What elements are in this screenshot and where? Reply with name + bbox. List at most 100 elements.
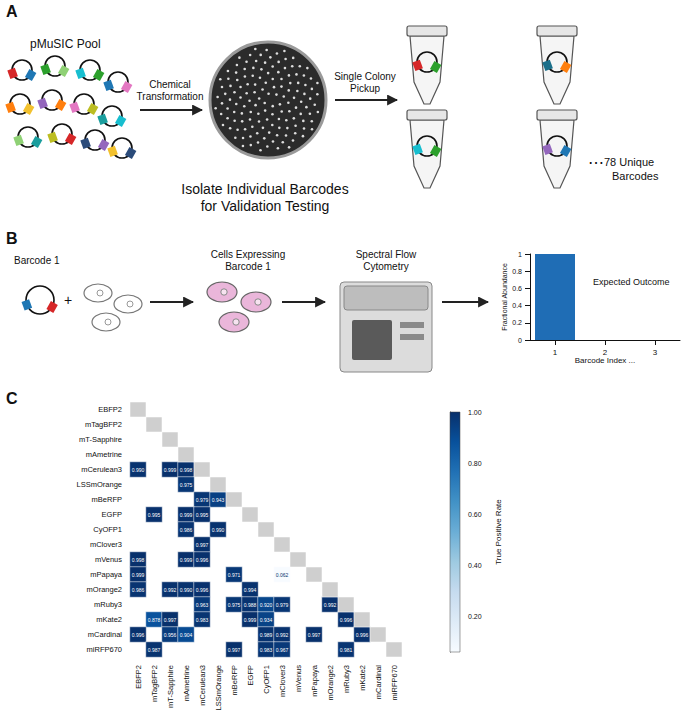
svg-text:C: C [6,390,18,407]
svg-text:0.990: 0.990 [180,587,193,593]
svg-text:Isolate Individual Barcodes: Isolate Individual Barcodes [181,181,348,197]
svg-text:0.981: 0.981 [340,647,353,653]
svg-text:0.998: 0.998 [180,467,193,473]
svg-text:0.80: 0.80 [468,460,482,467]
svg-text:⋯: ⋯ [588,154,604,171]
svg-text:0.992: 0.992 [164,587,177,593]
svg-text:0.992: 0.992 [276,632,289,638]
svg-text:0.988: 0.988 [244,602,257,608]
svg-text:0.996: 0.996 [340,617,353,623]
svg-text:0.956: 0.956 [164,632,177,638]
svg-text:True Positive Rate: True Positive Rate [494,499,503,565]
svg-text:0.8: 0.8 [512,268,522,275]
svg-text:mTagBFP2: mTagBFP2 [85,420,122,429]
svg-text:mBeRFP: mBeRFP [92,495,122,504]
svg-text:0.999: 0.999 [132,572,145,578]
svg-text:mT-Sapphire: mT-Sapphire [166,665,175,708]
svg-text:mPapaya: mPapaya [90,570,123,579]
svg-text:LSSmOrange: LSSmOrange [214,665,223,710]
svg-text:0.920: 0.920 [260,602,273,608]
svg-text:0.989: 0.989 [260,632,273,638]
svg-text:mTagBFP2: mTagBFP2 [150,665,159,702]
svg-text:mPapaya: mPapaya [310,664,319,697]
svg-text:B: B [6,230,18,247]
svg-text:0.997: 0.997 [164,617,177,623]
svg-text:0.998: 0.998 [132,557,145,563]
svg-text:0.983: 0.983 [196,617,209,623]
svg-text:0.983: 0.983 [260,647,273,653]
svg-text:mCardinal: mCardinal [374,665,383,700]
svg-text:miRFP670: miRFP670 [87,645,122,654]
svg-text:0.996: 0.996 [356,632,369,638]
svg-text:1.00: 1.00 [468,409,482,416]
svg-text:mClover3: mClover3 [278,665,287,697]
svg-text:0.994: 0.994 [244,587,257,593]
svg-text:mKate2: mKate2 [96,615,122,624]
svg-text:Pickup: Pickup [350,83,380,94]
svg-text:for Validation Testing: for Validation Testing [201,198,330,214]
svg-text:0.996: 0.996 [132,632,145,638]
svg-text:0.975: 0.975 [228,602,241,608]
svg-text:mRuby3: mRuby3 [94,600,122,609]
svg-text:+: + [64,292,72,308]
svg-text:0.971: 0.971 [228,572,241,578]
svg-text:0.999: 0.999 [180,512,193,518]
svg-text:0.996: 0.996 [196,587,209,593]
svg-text:0.4: 0.4 [512,302,522,309]
svg-text:0.995: 0.995 [196,512,209,518]
svg-text:LSSmOrange: LSSmOrange [77,480,122,489]
svg-text:0.979: 0.979 [196,497,209,503]
svg-text:0.997: 0.997 [228,647,241,653]
svg-text:mCardinal: mCardinal [88,630,123,639]
svg-text:mClover3: mClover3 [90,540,122,549]
svg-text:0.999: 0.999 [244,617,257,623]
svg-text:3: 3 [653,348,658,357]
svg-text:Chemical: Chemical [149,79,191,90]
svg-text:Single Colony: Single Colony [334,71,396,82]
svg-text:78 Unique: 78 Unique [604,156,654,168]
svg-text:mCerulean3: mCerulean3 [81,465,122,474]
svg-text:0.986: 0.986 [132,587,145,593]
svg-text:0.995: 0.995 [148,512,161,518]
svg-text:Expected Outcome: Expected Outcome [593,277,670,287]
svg-text:2: 2 [603,348,608,357]
svg-text:Cells Expressing: Cells Expressing [211,249,285,260]
svg-text:0.904: 0.904 [180,632,193,638]
svg-text:Cytometry: Cytometry [363,261,409,272]
svg-text:EGFP: EGFP [246,665,255,685]
svg-text:0.990: 0.990 [132,467,145,473]
svg-text:0.986: 0.986 [180,527,193,533]
svg-text:0.6: 0.6 [512,285,522,292]
svg-text:mOrange2: mOrange2 [87,585,122,594]
svg-text:0: 0 [518,337,522,344]
svg-text:0.40: 0.40 [468,562,482,569]
svg-text:0.878: 0.878 [148,617,161,623]
svg-text:0.20: 0.20 [468,613,482,620]
svg-text:mAmetrine: mAmetrine [182,665,191,701]
svg-text:0.999: 0.999 [164,467,177,473]
svg-text:mAmetrine: mAmetrine [86,450,122,459]
svg-text:EBFP2: EBFP2 [134,665,143,689]
svg-text:CyOFP1: CyOFP1 [262,665,271,694]
svg-text:mVenus: mVenus [294,665,303,692]
svg-text:0.967: 0.967 [276,647,289,653]
svg-text:Barcode 1: Barcode 1 [14,255,60,266]
svg-text:EGFP: EGFP [102,510,122,519]
svg-text:A: A [6,3,18,20]
svg-text:Fractional Abundance: Fractional Abundance [501,263,508,331]
svg-text:EBFP2: EBFP2 [98,405,122,414]
svg-text:1: 1 [553,348,558,357]
svg-text:0.062: 0.062 [276,572,289,578]
svg-text:mVenus: mVenus [95,555,122,564]
svg-text:1: 1 [518,251,522,258]
svg-text:CyOFP1: CyOFP1 [93,525,122,534]
svg-text:0.992: 0.992 [324,602,337,608]
svg-text:0.975: 0.975 [180,482,193,488]
svg-text:Transformation: Transformation [137,91,204,102]
svg-text:miRFP670: miRFP670 [390,665,399,700]
svg-text:mBeRFP: mBeRFP [230,665,239,695]
svg-text:pMuSIC Pool: pMuSIC Pool [30,37,101,51]
svg-text:mCerulean3: mCerulean3 [198,665,207,706]
svg-text:0.997: 0.997 [196,542,209,548]
svg-text:0.943: 0.943 [212,497,225,503]
